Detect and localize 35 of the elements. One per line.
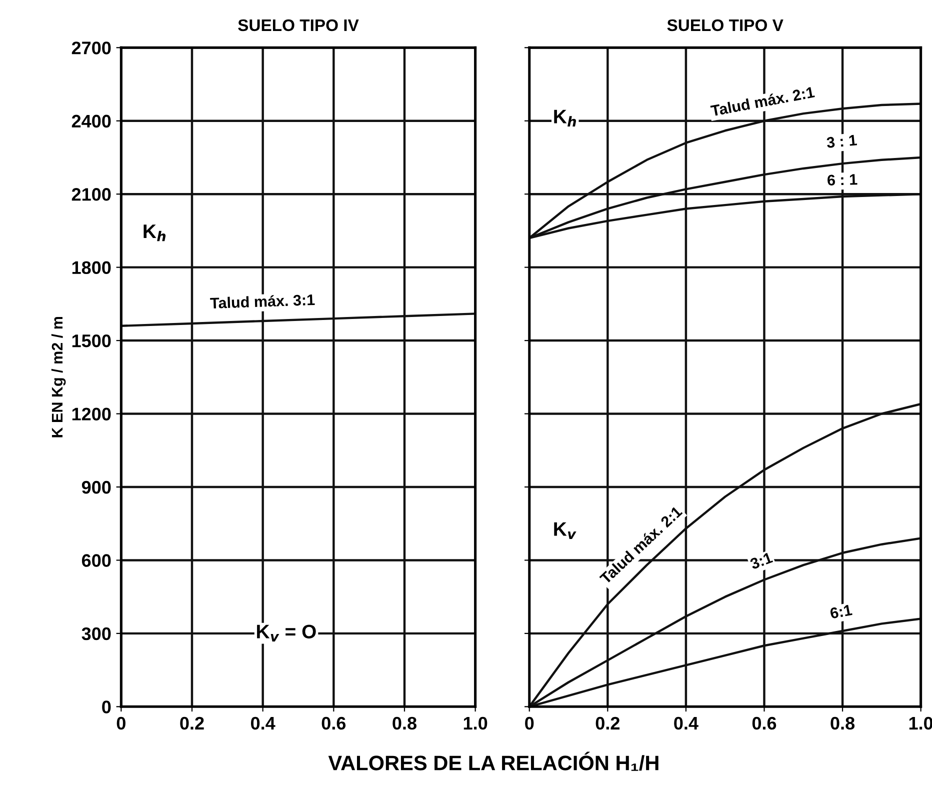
chart-title: SUELO TIPO V xyxy=(667,19,784,32)
x-tick-label: 0.6 xyxy=(752,716,776,730)
x-axis-title: VALORES DE LA RELACIÓN H₁/H xyxy=(328,752,658,771)
y-tick-label: 2400 xyxy=(72,114,111,128)
x-tick-label: 0 xyxy=(525,716,534,730)
text: Talud máx. 2:1 xyxy=(710,86,815,116)
x-tick-label: 0.8 xyxy=(830,716,855,730)
annotation: K$_{v}$ xyxy=(554,522,576,539)
text: 3 : 1 xyxy=(826,134,858,148)
y-tick-label: 300 xyxy=(82,627,111,640)
y-tick-label: 2700 xyxy=(72,42,111,54)
y-tick-label: 1200 xyxy=(72,408,111,420)
x-tick-label: 0.8 xyxy=(392,716,416,730)
x-tick-label: 1.0 xyxy=(464,716,488,730)
y-tick-label: 900 xyxy=(82,480,111,494)
series-label: Talud máx. 3:1 xyxy=(210,294,315,309)
series-label: 6 : 1 xyxy=(827,174,858,186)
chart-title: SUELO TIPO IV xyxy=(238,19,359,32)
y-tick-label: 2100 xyxy=(72,188,111,201)
x-tick-label: 0.4 xyxy=(674,716,698,730)
y-axis-title: K EN Kg / m2 / m xyxy=(51,316,66,438)
text: 6:1 xyxy=(830,604,852,619)
annotation: K$_{v}$ = O xyxy=(257,624,316,642)
y-tick-label: 1800 xyxy=(72,261,111,274)
y-tick-label: 600 xyxy=(82,554,111,567)
x-tick-label: 0.2 xyxy=(180,716,204,730)
annotation: K$_{h}$ xyxy=(554,110,576,126)
x-tick-label: 0.2 xyxy=(596,716,620,730)
x-tick-label: 0.6 xyxy=(322,716,346,730)
text: 3:1 xyxy=(749,552,774,570)
y-tick-label: 0 xyxy=(102,700,111,714)
x-tick-label: 0.4 xyxy=(250,716,276,730)
x-tick-label: 0 xyxy=(116,716,126,730)
annotation: K$_{h}$ xyxy=(144,224,166,242)
y-tick-label: 1500 xyxy=(72,334,111,348)
